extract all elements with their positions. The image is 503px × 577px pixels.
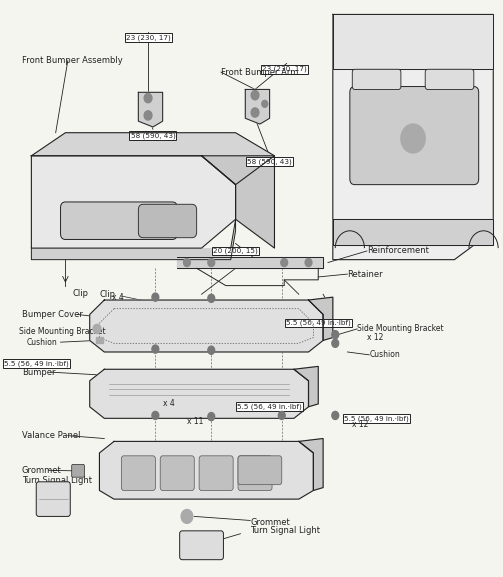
Circle shape: [281, 258, 288, 267]
Text: x 4: x 4: [162, 399, 175, 409]
Bar: [96, 337, 103, 343]
Text: 5.5 (56, 49 in.·lbf): 5.5 (56, 49 in.·lbf): [237, 403, 302, 410]
Circle shape: [184, 258, 190, 267]
Text: x 4: x 4: [112, 293, 123, 302]
Circle shape: [251, 108, 259, 117]
Circle shape: [305, 258, 312, 267]
Circle shape: [332, 339, 339, 347]
Polygon shape: [90, 300, 323, 352]
Circle shape: [332, 331, 339, 339]
Text: Side Mounting Bracket: Side Mounting Bracket: [19, 327, 106, 336]
Polygon shape: [299, 439, 323, 490]
FancyBboxPatch shape: [425, 69, 474, 89]
Circle shape: [332, 411, 339, 419]
Polygon shape: [294, 366, 318, 407]
FancyBboxPatch shape: [352, 69, 401, 89]
Text: Retainer: Retainer: [348, 269, 383, 279]
Circle shape: [208, 413, 215, 421]
FancyBboxPatch shape: [36, 482, 70, 516]
Text: 23 (230, 17): 23 (230, 17): [262, 66, 306, 73]
Circle shape: [181, 509, 193, 523]
Text: Cushion: Cushion: [27, 338, 57, 347]
Text: 58 (590, 43): 58 (590, 43): [131, 132, 176, 139]
Circle shape: [208, 294, 215, 302]
FancyBboxPatch shape: [238, 456, 272, 490]
Text: 5.5 (56, 49 in.·lbf): 5.5 (56, 49 in.·lbf): [286, 320, 351, 327]
Circle shape: [152, 411, 159, 419]
Text: x 12: x 12: [367, 333, 383, 342]
FancyBboxPatch shape: [160, 456, 194, 490]
Text: 23 (230, 17): 23 (230, 17): [126, 34, 171, 41]
FancyBboxPatch shape: [138, 204, 197, 238]
Text: 5.5 (56, 49 in.·lbf): 5.5 (56, 49 in.·lbf): [4, 360, 68, 367]
Text: Valance Panel: Valance Panel: [22, 431, 80, 440]
FancyBboxPatch shape: [238, 456, 282, 485]
Circle shape: [262, 100, 268, 107]
Text: Reinforcement: Reinforcement: [367, 246, 429, 256]
Circle shape: [144, 93, 152, 103]
Text: Bumper: Bumper: [22, 368, 55, 377]
FancyBboxPatch shape: [180, 531, 223, 560]
Text: x 12: x 12: [352, 419, 369, 429]
Polygon shape: [333, 219, 493, 245]
Polygon shape: [308, 297, 333, 340]
Polygon shape: [90, 369, 308, 418]
Circle shape: [278, 411, 285, 419]
Circle shape: [152, 293, 159, 301]
Text: x 11: x 11: [187, 417, 203, 426]
FancyBboxPatch shape: [121, 456, 155, 490]
Circle shape: [144, 111, 152, 120]
Polygon shape: [245, 89, 270, 124]
Text: Grommet: Grommet: [250, 518, 290, 527]
Polygon shape: [333, 14, 493, 69]
Text: Cushion: Cushion: [369, 350, 400, 359]
Bar: [96, 337, 103, 343]
Circle shape: [401, 124, 425, 153]
Polygon shape: [31, 133, 275, 185]
FancyBboxPatch shape: [199, 456, 233, 490]
Circle shape: [152, 345, 159, 353]
Polygon shape: [100, 441, 313, 499]
FancyBboxPatch shape: [60, 202, 177, 239]
Text: Clip: Clip: [73, 288, 89, 298]
Text: Front Bumper Arm: Front Bumper Arm: [221, 68, 298, 77]
Circle shape: [208, 258, 215, 267]
FancyBboxPatch shape: [72, 464, 85, 477]
Text: Turn Signal Light: Turn Signal Light: [22, 475, 92, 485]
Circle shape: [251, 91, 259, 100]
Circle shape: [93, 324, 101, 334]
Polygon shape: [202, 156, 275, 248]
Text: Turn Signal Light: Turn Signal Light: [250, 526, 320, 535]
Text: Grommet: Grommet: [22, 466, 61, 475]
Text: 5.5 (56, 49 in.·lbf): 5.5 (56, 49 in.·lbf): [344, 415, 409, 422]
Polygon shape: [31, 156, 235, 248]
Text: Front Bumper Assembly: Front Bumper Assembly: [22, 56, 122, 65]
Polygon shape: [333, 14, 493, 260]
Polygon shape: [31, 219, 235, 260]
Text: Clip: Clip: [100, 290, 116, 299]
FancyBboxPatch shape: [350, 87, 479, 185]
Circle shape: [208, 346, 215, 354]
Polygon shape: [138, 92, 162, 127]
Text: Bumper Cover: Bumper Cover: [22, 310, 82, 319]
Text: 58 (590, 43): 58 (590, 43): [247, 158, 292, 165]
Polygon shape: [177, 257, 323, 268]
Text: Side Mounting Bracket: Side Mounting Bracket: [357, 324, 444, 334]
Text: 20 (200, 15): 20 (200, 15): [213, 248, 258, 254]
